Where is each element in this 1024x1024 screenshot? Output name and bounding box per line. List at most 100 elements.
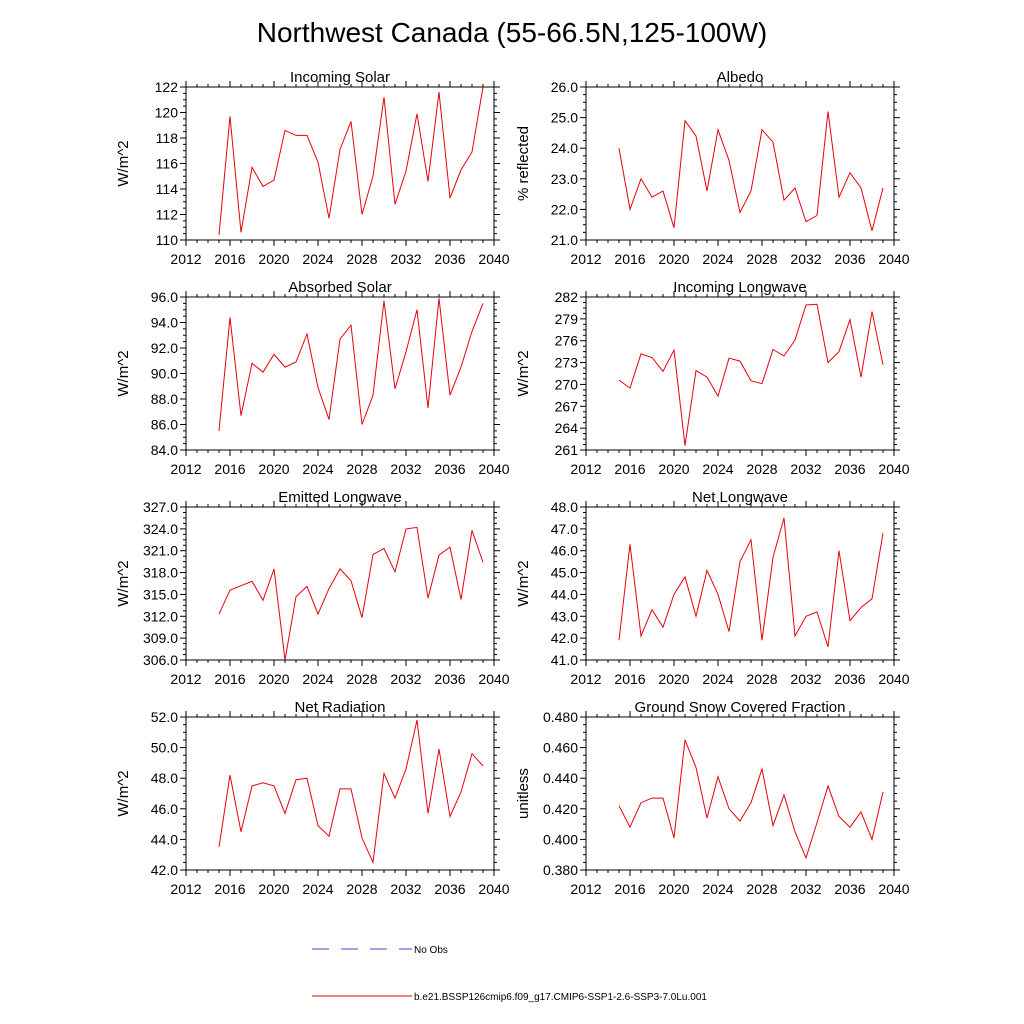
panel-title: Absorbed Solar <box>288 279 391 296</box>
y-tick-label: 92.0 <box>151 340 178 356</box>
series-line <box>218 86 484 235</box>
x-tick-label: 2012 <box>570 251 601 267</box>
y-tick-label: 0.400 <box>543 831 578 847</box>
series-line <box>618 739 884 860</box>
y-tick-label: 45.0 <box>551 565 578 581</box>
panel-title: Incoming Solar <box>290 69 390 86</box>
x-tick-label: 2012 <box>570 881 601 897</box>
panel-title: Incoming Longwave <box>673 279 806 296</box>
x-tick-label: 2020 <box>258 251 289 267</box>
x-tick-label: 2040 <box>878 461 909 477</box>
y-tick-label: 52.0 <box>151 709 178 725</box>
panel-6: Net Radiation W/m^2 2012 2016 2020 2024 2028 20… <box>115 699 510 897</box>
plot-frame <box>185 86 495 241</box>
y-tick-label: 44.0 <box>551 586 578 602</box>
series-line <box>218 719 484 865</box>
y-axis-label: W/m^2 <box>115 350 132 396</box>
plot-frame <box>585 716 895 871</box>
y-tick-label: 318.0 <box>143 565 178 581</box>
y-tick-label: 46.0 <box>151 801 178 817</box>
x-tick-label: 2036 <box>834 671 865 687</box>
legend: No Obs b.e21.BSSP126cmip6.f09_g17.CMIP6-… <box>312 945 707 1003</box>
y-tick-label: 41.0 <box>551 652 578 668</box>
x-tick-label: 2020 <box>658 251 689 267</box>
y-tick-label: 24.0 <box>551 140 578 156</box>
x-tick-label: 2012 <box>170 251 201 267</box>
y-tick-label: 43.0 <box>551 608 578 624</box>
x-tick-label: 2012 <box>170 461 201 477</box>
panel-title: Net Radiation <box>295 699 386 716</box>
y-tick-label: 276 <box>555 333 579 349</box>
y-tick-label: 321.0 <box>143 543 178 559</box>
plot-frame <box>585 506 895 661</box>
series-line <box>218 526 484 661</box>
panel-title: Net Longwave <box>692 489 788 506</box>
x-tick-label: 2016 <box>214 461 245 477</box>
x-tick-label: 2020 <box>258 671 289 687</box>
y-tick-label: 116 <box>156 156 179 172</box>
x-tick-label: 2040 <box>478 881 509 897</box>
panel-title: Albedo <box>717 69 764 86</box>
x-tick-label: 2016 <box>214 671 245 687</box>
y-tick-label: 120 <box>155 105 179 121</box>
x-tick-label: 2020 <box>658 461 689 477</box>
y-axis-label: W/m^2 <box>515 350 532 396</box>
y-tick-label: 21.0 <box>551 232 578 248</box>
x-tick-label: 2016 <box>214 881 245 897</box>
x-tick-label: 2036 <box>434 251 465 267</box>
y-tick-label: 112 <box>156 207 179 223</box>
x-tick-label: 2024 <box>302 461 333 477</box>
panel-1: Albedo % reflected 2012 2016 2020 2024 2028 203… <box>515 69 910 267</box>
panel-title: Ground Snow Covered Fraction <box>635 699 846 716</box>
x-tick-label: 2016 <box>614 881 645 897</box>
x-tick-label: 2036 <box>434 881 465 897</box>
y-axis-label: W/m^2 <box>515 560 532 606</box>
x-tick-label: 2020 <box>658 671 689 687</box>
y-tick-label: 90.0 <box>151 366 178 382</box>
y-tick-label: 44.0 <box>151 831 178 847</box>
y-axis-label: W/m^2 <box>115 770 132 816</box>
x-tick-label: 2040 <box>878 251 909 267</box>
x-tick-label: 2040 <box>878 671 909 687</box>
x-tick-label: 2032 <box>790 461 821 477</box>
x-tick-label: 2036 <box>834 251 865 267</box>
y-tick-label: 312.0 <box>143 608 178 624</box>
x-tick-label: 2016 <box>614 251 645 267</box>
y-axis-label: unitless <box>515 768 532 819</box>
x-tick-label: 2012 <box>170 671 201 687</box>
x-tick-label: 2028 <box>346 251 377 267</box>
legend-label-model-run: b.e21.BSSP126cmip6.f09_g17.CMIP6-SSP1-2.… <box>414 992 707 1003</box>
y-tick-label: 306.0 <box>143 652 178 668</box>
x-tick-label: 2040 <box>878 881 909 897</box>
x-tick-label: 2040 <box>478 461 509 477</box>
plot-frame <box>185 716 495 871</box>
x-tick-label: 2036 <box>434 671 465 687</box>
y-tick-label: 0.440 <box>543 770 578 786</box>
panel-7: Ground Snow Covered Fraction unitless 2012… <box>515 699 910 897</box>
y-tick-label: 315.0 <box>143 586 178 602</box>
x-tick-label: 2024 <box>702 461 733 477</box>
figure-title: Northwest Canada (55-66.5N,125-100W) <box>257 17 767 48</box>
legend-label-no-obs: No Obs <box>414 945 448 956</box>
x-tick-label: 2024 <box>302 251 333 267</box>
x-tick-label: 2016 <box>614 461 645 477</box>
y-tick-label: 327.0 <box>143 499 178 515</box>
x-tick-label: 2032 <box>390 251 421 267</box>
x-tick-label: 2028 <box>346 461 377 477</box>
series-line <box>218 298 484 431</box>
x-tick-label: 2040 <box>478 671 509 687</box>
y-tick-label: 279 <box>555 311 579 327</box>
y-tick-label: 26.0 <box>551 79 578 95</box>
y-tick-label: 42.0 <box>551 630 578 646</box>
y-tick-label: 0.380 <box>543 862 578 878</box>
y-tick-label: 118 <box>156 130 179 146</box>
x-tick-label: 2028 <box>746 881 777 897</box>
y-tick-label: 48.0 <box>151 770 178 786</box>
x-tick-label: 2032 <box>790 881 821 897</box>
x-tick-label: 2024 <box>302 881 333 897</box>
y-tick-label: 0.480 <box>543 709 578 725</box>
y-tick-label: 261 <box>555 442 579 458</box>
plot-frame <box>585 296 895 451</box>
x-tick-label: 2032 <box>390 671 421 687</box>
